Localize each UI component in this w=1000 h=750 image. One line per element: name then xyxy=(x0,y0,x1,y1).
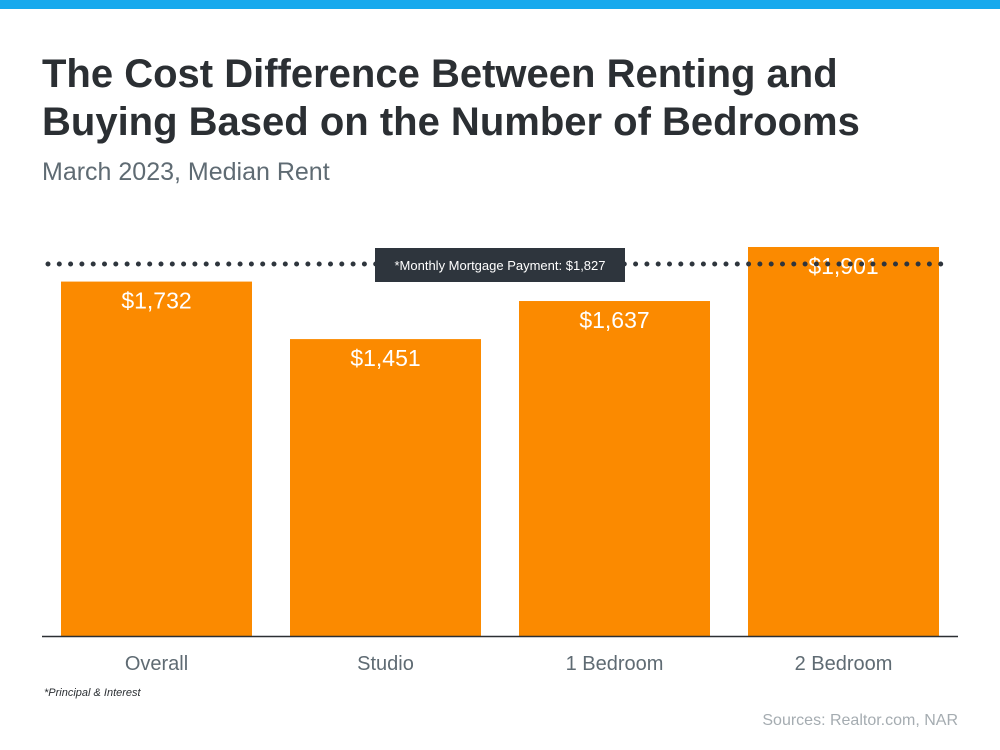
chart-subtitle: March 2023, Median Rent xyxy=(42,158,330,186)
bar-2-bedroom xyxy=(748,247,939,636)
reference-label-box xyxy=(375,248,625,282)
bar-overall xyxy=(61,281,252,636)
x-tick-label: Overall xyxy=(125,653,188,675)
data-label: $1,637 xyxy=(579,307,649,333)
x-tick-label: 1 Bedroom xyxy=(566,653,664,675)
bar-1-bedroom xyxy=(519,301,710,636)
title-line-1: The Cost Difference Between Renting and xyxy=(42,52,838,96)
x-tick-label: 2 Bedroom xyxy=(795,653,893,675)
title-line-2: Buying Based on the Number of Bedrooms xyxy=(42,100,860,144)
data-label: $1,732 xyxy=(121,288,191,314)
top-accent-stripe xyxy=(0,0,1000,9)
bar-studio xyxy=(290,339,481,636)
x-tick-label: Studio xyxy=(357,653,414,675)
reference-label: *Monthly Mortgage Payment: $1,827 xyxy=(394,258,605,273)
footnote: *Principal & Interest xyxy=(44,687,141,699)
data-label: $1,451 xyxy=(350,345,420,371)
source-credit: Sources: Realtor.com, NAR xyxy=(762,712,958,729)
chart-title: The Cost Difference Between Renting and B… xyxy=(42,50,860,146)
data-label: $1,901 xyxy=(808,253,878,279)
